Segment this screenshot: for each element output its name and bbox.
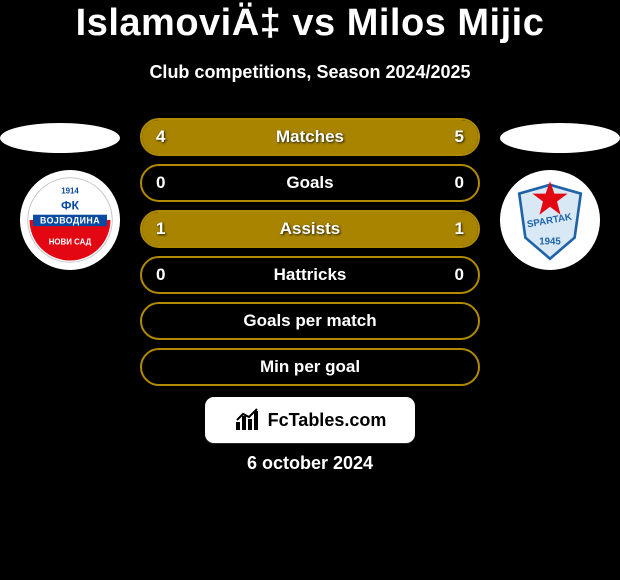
badge-year: 1914	[61, 187, 79, 196]
stat-label: Goals per match	[243, 311, 376, 331]
stat-bar: 0 0 Goals	[140, 164, 480, 202]
stat-value-left: 0	[156, 173, 165, 193]
stat-label: Goals	[286, 173, 333, 193]
page-subtitle: Club competitions, Season 2024/2025	[0, 62, 620, 83]
stat-label: Min per goal	[260, 357, 360, 377]
stat-label: Hattricks	[274, 265, 347, 285]
fctables-logo-icon	[234, 408, 262, 432]
brand-box: FcTables.com	[205, 397, 415, 443]
stat-bar: 1 1 Assists	[140, 210, 480, 248]
right-club-badge: SPARTAK 1945	[500, 170, 600, 270]
page-title: IslamoviÄ‡ vs Milos Mijic	[0, 2, 620, 45]
badge-year: 1945	[539, 237, 561, 248]
stat-bar: 4 5 Matches	[140, 118, 480, 156]
date-text: 6 october 2024	[0, 453, 620, 474]
infographic-root: IslamoviÄ‡ vs Milos Mijic Club competiti…	[0, 0, 620, 580]
left-club-badge: 1914 ФК ВОЈВОДИНА НОВИ САД	[20, 170, 120, 270]
badge-city: НОВИ САД	[49, 238, 92, 247]
brand-text: FcTables.com	[268, 410, 387, 431]
left-player-ellipse	[0, 123, 120, 153]
badge-initials: ФК	[61, 198, 80, 212]
spartak-crest-icon: SPARTAK 1945	[506, 176, 594, 264]
stat-value-left: 0	[156, 265, 165, 285]
stat-value-right: 1	[455, 219, 464, 239]
stat-value-right: 5	[455, 127, 464, 147]
stat-value-right: 0	[455, 173, 464, 193]
stat-value-left: 4	[156, 127, 165, 147]
stat-bar: 0 0 Hattricks	[140, 256, 480, 294]
stat-bar: Min per goal	[140, 348, 480, 386]
stat-label: Matches	[276, 127, 344, 147]
right-player-ellipse	[500, 123, 620, 153]
stat-value-right: 0	[455, 265, 464, 285]
badge-club-name: ВОЈВОДИНА	[40, 216, 100, 226]
vojvodina-crest-icon: 1914 ФК ВОЈВОДИНА НОВИ САД	[26, 176, 114, 264]
stat-value-left: 1	[156, 219, 165, 239]
stat-bars: 4 5 Matches 0 0 Goals 1 1 Assists 0 0 Hattricks Goal…	[140, 118, 480, 394]
stat-bar: Goals per match	[140, 302, 480, 340]
stat-label: Assists	[280, 219, 340, 239]
